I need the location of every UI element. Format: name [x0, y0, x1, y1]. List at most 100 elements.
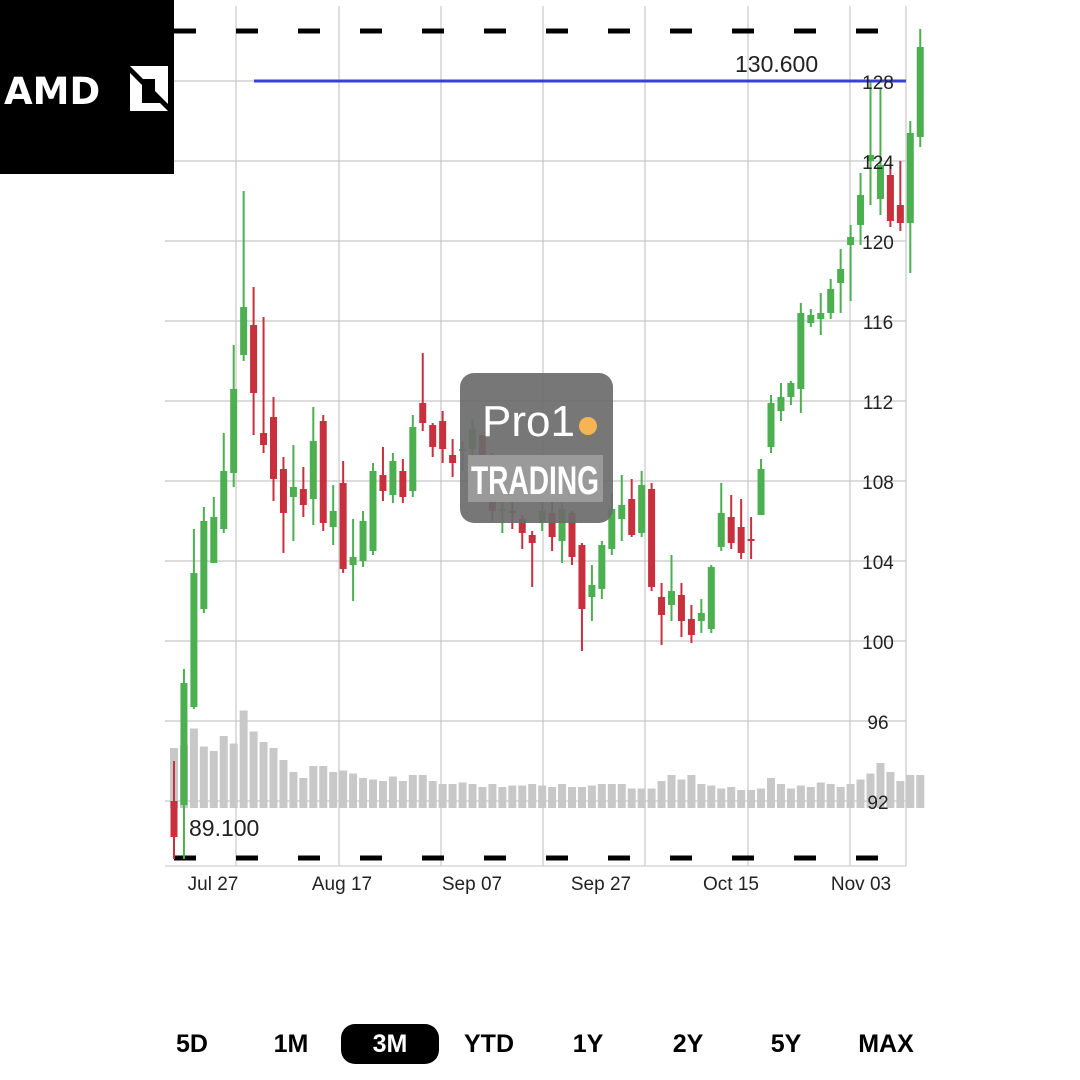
volume-bar [259, 742, 268, 808]
candle-body [329, 511, 337, 527]
volume-bar [349, 773, 358, 808]
volume-bar [597, 784, 606, 808]
candle [827, 279, 835, 319]
candle-body [797, 313, 805, 389]
candle [309, 407, 317, 525]
range-button-1y[interactable]: 1Y [572, 1030, 604, 1058]
candle [588, 565, 596, 621]
candle [777, 383, 785, 421]
candle [578, 543, 586, 651]
candle-body [518, 519, 526, 533]
candle-body [697, 613, 705, 621]
candle-body [369, 471, 377, 551]
candle-body [568, 513, 576, 557]
candle [727, 495, 735, 549]
volume-bar [378, 781, 387, 808]
range-button-ytd[interactable]: YTD [464, 1030, 514, 1058]
y-tick-label: 120 [862, 233, 894, 254]
candle [837, 249, 845, 313]
range-button-1m[interactable]: 1M [273, 1030, 309, 1058]
range-button-5y[interactable]: 5Y [770, 1030, 802, 1058]
volume-bar [438, 784, 447, 808]
candle-body [896, 205, 904, 223]
volume-bar [428, 781, 437, 808]
volume-bar [836, 787, 845, 808]
volume-bar [398, 781, 407, 808]
volume-bar [846, 784, 855, 808]
candle [349, 519, 357, 601]
volume-bar [199, 746, 208, 808]
volume-bar [587, 785, 596, 808]
candle [787, 381, 795, 405]
candle [677, 583, 685, 637]
candle-body [210, 517, 218, 563]
candle [896, 161, 904, 231]
volume-bar [886, 772, 895, 808]
volume-bar [776, 784, 785, 808]
volume-bar [309, 766, 318, 808]
candle-body [230, 389, 238, 473]
y-tick-label: 108 [862, 473, 894, 494]
candle [339, 461, 347, 573]
x-tick-label: Oct 15 [703, 874, 759, 895]
candle-body [279, 469, 287, 513]
volume-bar [418, 775, 427, 808]
candle-body [757, 469, 765, 515]
volume-bar [737, 790, 746, 808]
candle-body [180, 683, 188, 805]
candle [847, 225, 855, 301]
candle [260, 317, 268, 453]
range-button-max[interactable]: MAX [858, 1030, 914, 1058]
volume-bar [239, 710, 248, 808]
candle [807, 309, 815, 327]
volume-bar [289, 772, 298, 808]
candle-body [399, 471, 407, 497]
candle-body [190, 573, 198, 707]
volume-bar [518, 785, 527, 808]
volume-bar [369, 779, 377, 808]
candle-body [319, 421, 327, 523]
candle [279, 457, 287, 553]
candle [180, 669, 188, 859]
candle [359, 511, 367, 567]
x-tick-labels: Jul 27 Aug 17 Sep 07 Sep 27 Oct 15 Nov 03 [188, 874, 891, 895]
volume-bar [408, 775, 417, 808]
candle-body [886, 175, 894, 221]
candle [757, 459, 765, 515]
y-tick-label: 124 [862, 153, 894, 174]
candle-body [409, 427, 417, 491]
range-button-5d[interactable]: 5D [176, 1030, 208, 1058]
volume-bar [896, 781, 905, 808]
candle [190, 529, 198, 709]
volume-bar [906, 775, 915, 808]
candle [439, 411, 447, 463]
volume-bar [558, 784, 567, 808]
candle [429, 423, 437, 457]
candle [906, 121, 914, 273]
candle-body [270, 417, 277, 479]
candle [648, 483, 656, 591]
candle-body [558, 509, 566, 541]
watermark-dot [579, 417, 597, 435]
candle [598, 541, 606, 599]
period-low-label: 89.100 [189, 815, 259, 841]
volume-bar [498, 787, 507, 808]
y-tick-label: 92 [867, 793, 888, 814]
volume-bar [856, 779, 865, 808]
candle-body [876, 165, 884, 199]
candle-body [767, 403, 775, 447]
volume-bar [826, 784, 835, 808]
candle-body [867, 155, 874, 161]
candle-body [349, 557, 357, 565]
volume-bar [767, 778, 775, 808]
volume-bar [319, 766, 328, 808]
volume-bar [657, 781, 666, 808]
candle [389, 453, 397, 503]
candle [230, 345, 238, 487]
range-button-2y[interactable]: 2Y [672, 1030, 704, 1058]
candle-body [777, 397, 785, 411]
volume-bar [866, 773, 875, 808]
candle-body [628, 499, 636, 535]
range-button-3m[interactable]: 3M [341, 1024, 439, 1064]
candle-body [528, 535, 536, 543]
